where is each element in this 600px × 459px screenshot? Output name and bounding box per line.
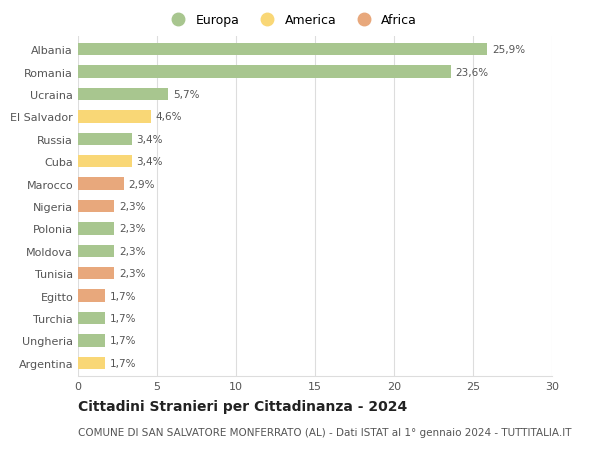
Text: 3,4%: 3,4% [136, 157, 163, 167]
Text: 2,9%: 2,9% [128, 179, 155, 189]
Text: 3,4%: 3,4% [136, 134, 163, 145]
Bar [78, 268, 115, 280]
Text: 1,7%: 1,7% [110, 358, 136, 368]
Bar [78, 89, 168, 101]
Text: 1,7%: 1,7% [110, 313, 136, 323]
Text: 2,3%: 2,3% [119, 224, 146, 234]
Bar [78, 134, 132, 146]
Text: 2,3%: 2,3% [119, 269, 146, 279]
Bar [78, 335, 105, 347]
Bar [78, 178, 124, 190]
Text: 5,7%: 5,7% [173, 90, 199, 100]
Bar [78, 245, 115, 257]
Bar [78, 290, 105, 302]
Text: 23,6%: 23,6% [455, 67, 489, 78]
Bar [78, 156, 132, 168]
Bar [78, 357, 105, 369]
Bar [78, 111, 151, 123]
Text: 25,9%: 25,9% [492, 45, 525, 55]
Bar [78, 312, 105, 325]
Bar [78, 67, 451, 78]
Text: COMUNE DI SAN SALVATORE MONFERRATO (AL) - Dati ISTAT al 1° gennaio 2024 - TUTTIT: COMUNE DI SAN SALVATORE MONFERRATO (AL) … [78, 427, 571, 437]
Bar [78, 223, 115, 235]
Text: 1,7%: 1,7% [110, 336, 136, 346]
Text: Cittadini Stranieri per Cittadinanza - 2024: Cittadini Stranieri per Cittadinanza - 2… [78, 399, 407, 413]
Text: 2,3%: 2,3% [119, 246, 146, 256]
Legend: Europa, America, Africa: Europa, America, Africa [161, 9, 422, 32]
Bar [78, 44, 487, 56]
Text: 1,7%: 1,7% [110, 291, 136, 301]
Text: 2,3%: 2,3% [119, 202, 146, 212]
Bar [78, 201, 115, 213]
Text: 4,6%: 4,6% [155, 112, 182, 122]
